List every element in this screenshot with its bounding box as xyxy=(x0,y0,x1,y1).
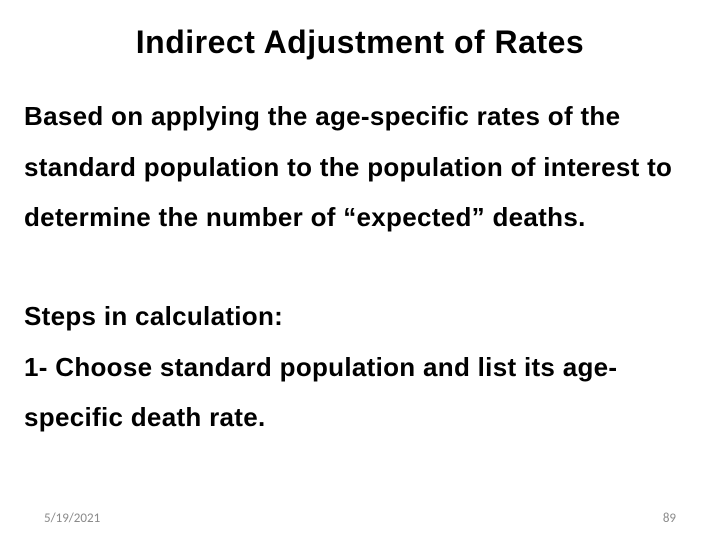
slide: Indirect Adjustment of Rates Based on ap… xyxy=(0,0,720,540)
paragraph-1: Based on applying the age-specific rates… xyxy=(24,91,696,243)
paragraph-2b: 1- Choose standard population and list i… xyxy=(24,342,696,443)
slide-title: Indirect Adjustment of Rates xyxy=(24,24,696,61)
footer-page-number: 89 xyxy=(663,511,676,526)
paragraph-2a: Steps in calculation: xyxy=(24,291,696,342)
footer-date: 5/19/2021 xyxy=(44,511,100,526)
footer: 5/19/2021 89 xyxy=(0,511,720,526)
